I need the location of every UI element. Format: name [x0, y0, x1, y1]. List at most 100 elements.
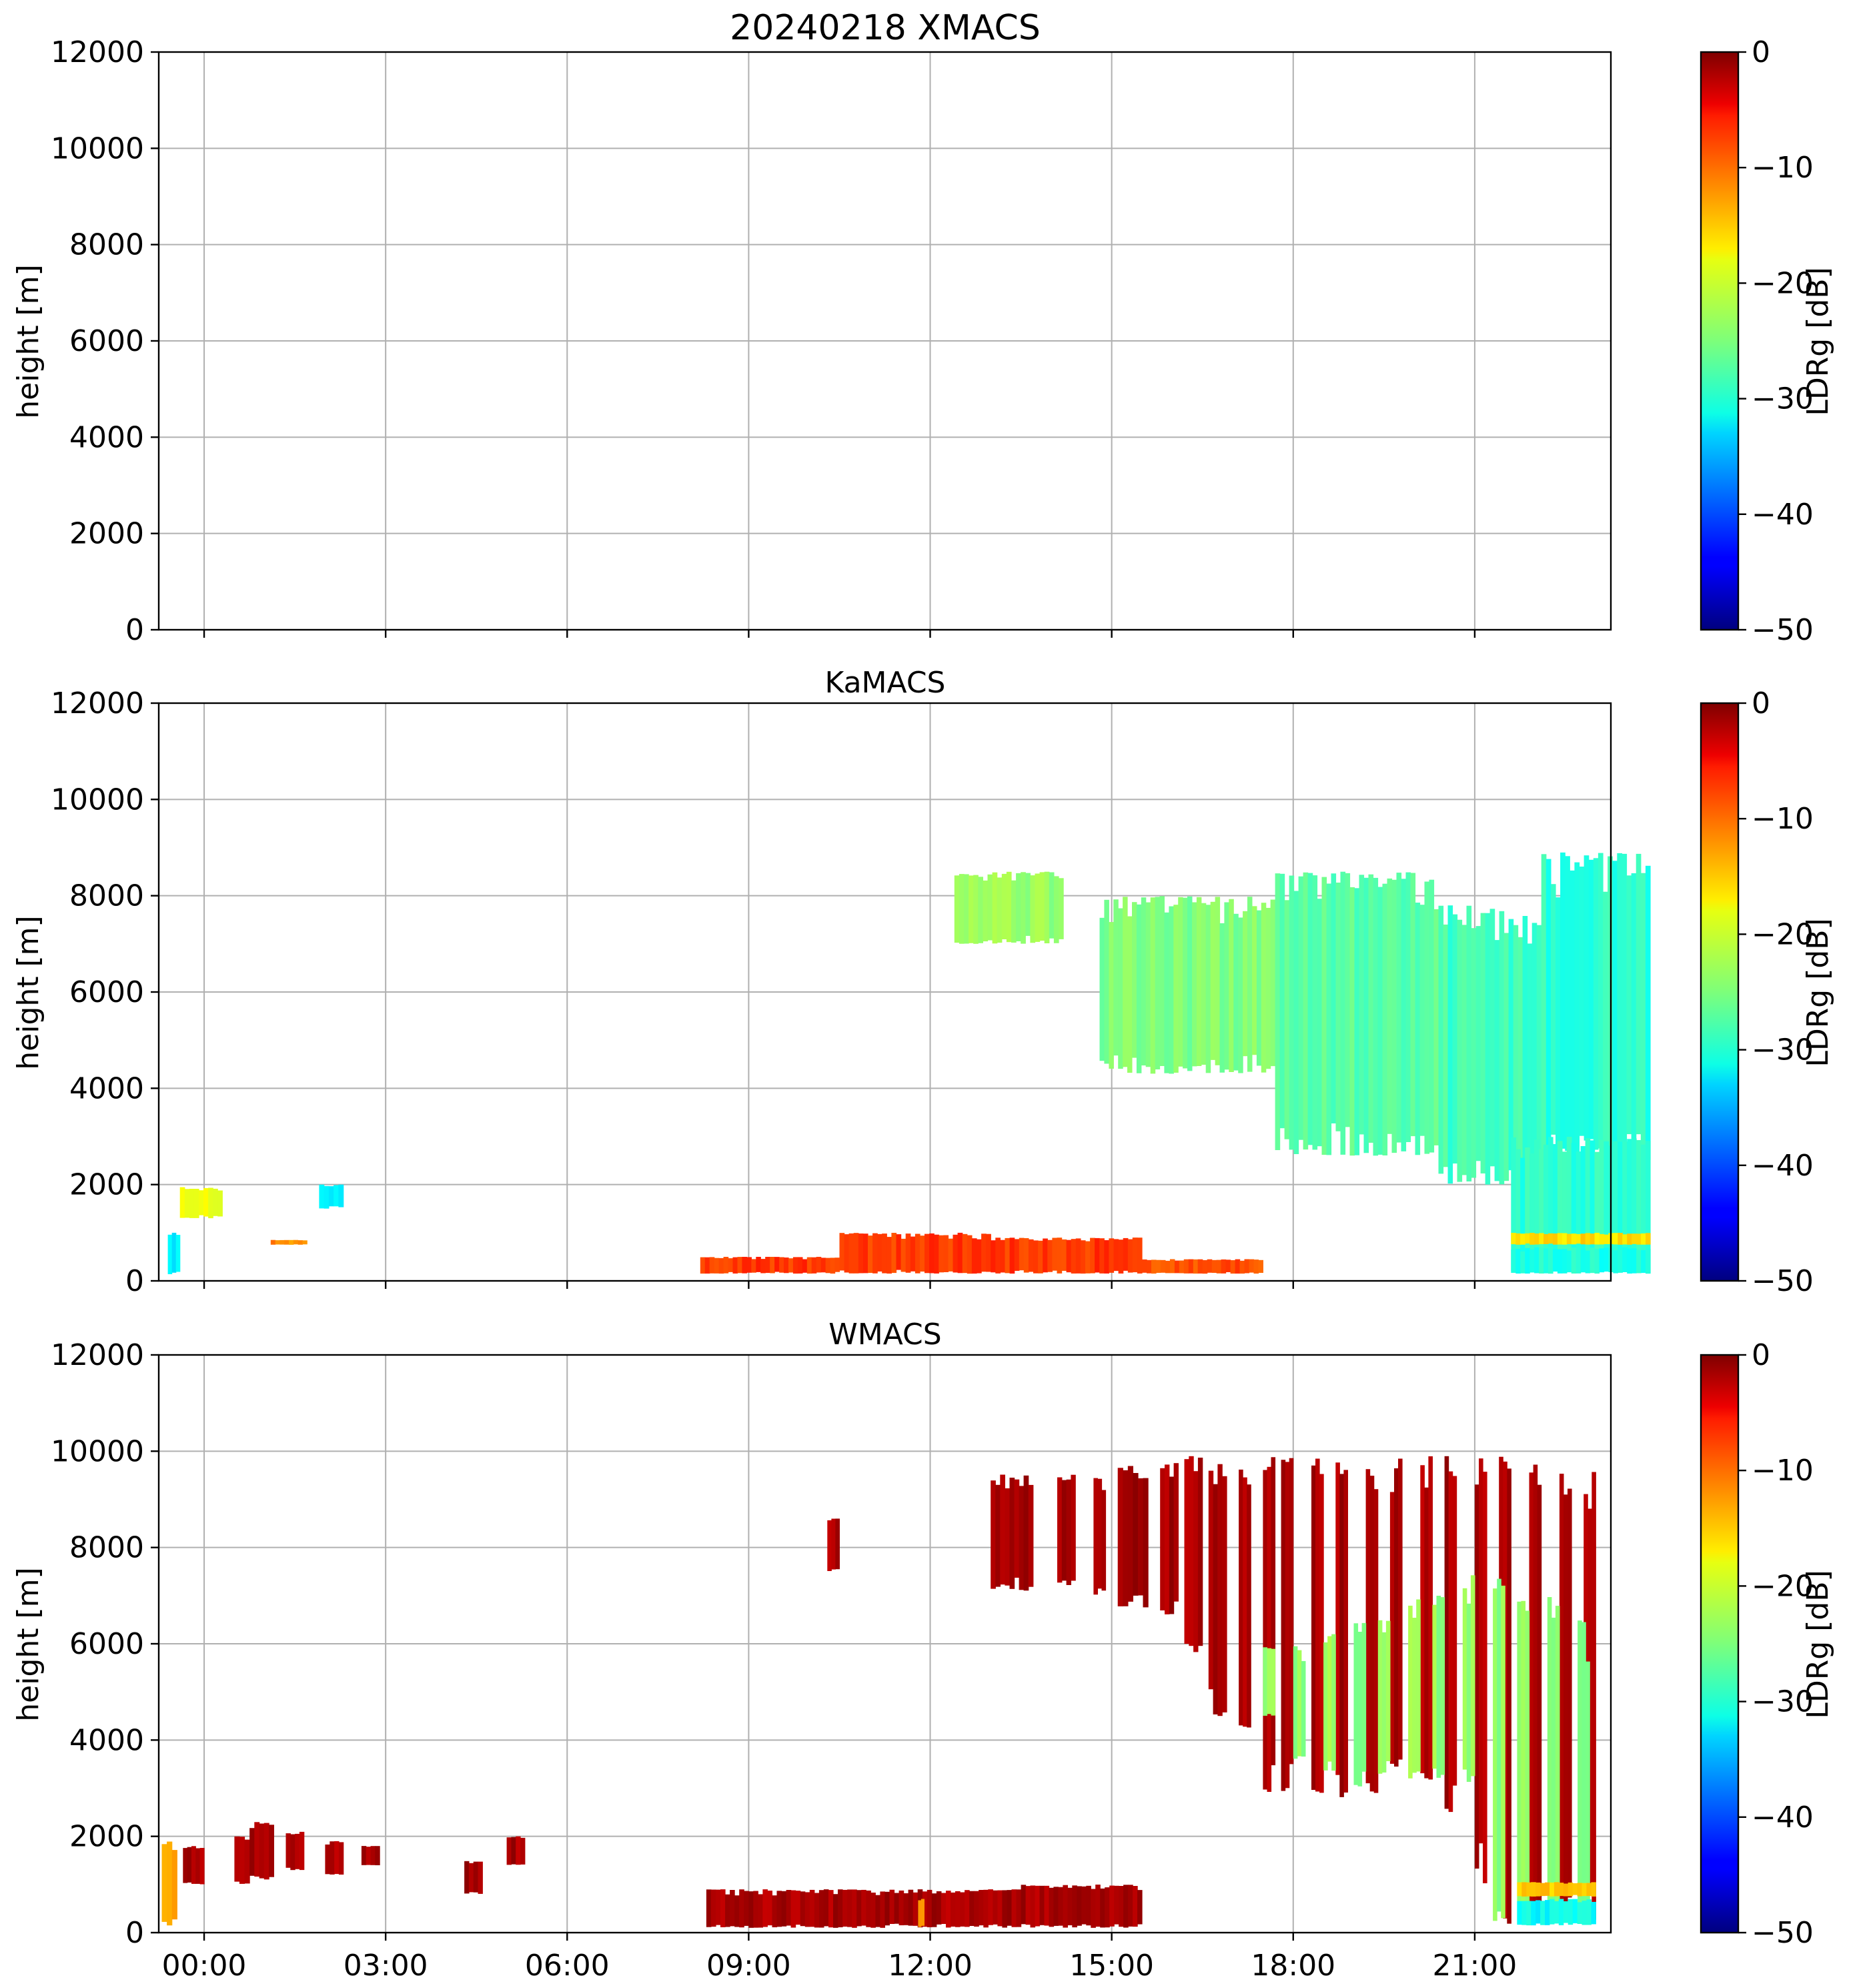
- data-cell: [1452, 1476, 1457, 1786]
- data-region: [1408, 1599, 1421, 1779]
- data-cell: [1525, 1248, 1530, 1274]
- data-cell: [171, 1850, 177, 1920]
- data-region: [1323, 1634, 1336, 1771]
- data-region: [1517, 1882, 1596, 1897]
- y-ticks: 0 2000 4000 6000 8000 10000 12000: [51, 686, 159, 1298]
- data-cell: [1582, 1901, 1587, 1925]
- data-cell: [753, 1891, 758, 1928]
- data-cell: [1622, 1247, 1628, 1272]
- data-cell: [1219, 923, 1225, 1073]
- data-cell: [978, 877, 983, 943]
- data-cell: [1193, 1259, 1199, 1274]
- data-cell: [1080, 1240, 1086, 1274]
- data-cell: [797, 1257, 803, 1274]
- colorbar-tick-label: −30: [1752, 1033, 1814, 1067]
- data-region: [183, 1846, 205, 1885]
- data-cell: [967, 1235, 973, 1274]
- data-cell: [1594, 1151, 1600, 1267]
- data-cell: [926, 1889, 933, 1927]
- data-cell: [478, 1861, 483, 1894]
- data-cell: [1641, 1233, 1646, 1245]
- data-cell: [1025, 873, 1031, 936]
- data-cell: [1590, 1233, 1596, 1245]
- data-cell: [834, 1258, 840, 1272]
- data-cell: [302, 1240, 307, 1245]
- data-cell: [1646, 1233, 1651, 1245]
- data-cell: [1566, 1250, 1572, 1273]
- data-cell: [1537, 1484, 1542, 1923]
- data-cell: [1539, 1149, 1544, 1266]
- data-cell: [1562, 1151, 1568, 1274]
- data-cell: [969, 875, 974, 943]
- data-cell: [1415, 903, 1421, 1155]
- data-cell: [1265, 907, 1271, 1069]
- data-cell: [847, 1889, 852, 1927]
- data-cell: [1408, 1605, 1413, 1779]
- data-cell: [1461, 925, 1467, 1175]
- y-tick-label: 6000: [69, 1627, 144, 1661]
- data-cell: [1529, 1153, 1535, 1270]
- data-cell: [1548, 1137, 1554, 1263]
- colorbar-tick-label: −10: [1752, 802, 1814, 836]
- data-cell: [1193, 1471, 1199, 1652]
- data-cell: [1618, 1250, 1623, 1273]
- data-cell: [820, 1258, 826, 1273]
- data-cell: [833, 1894, 838, 1928]
- data-cell: [1568, 1488, 1572, 1898]
- data-region: [1529, 1464, 1542, 1925]
- data-cell: [1515, 1249, 1521, 1274]
- data-cell: [171, 1232, 177, 1273]
- data-cell: [1526, 1901, 1531, 1926]
- data-cell: [1424, 1487, 1429, 1779]
- data-cell: [1563, 1883, 1569, 1897]
- data-cell: [962, 1233, 968, 1274]
- data-cell: [1385, 1620, 1391, 1761]
- data-region: [1263, 1457, 1276, 1792]
- data-cell: [275, 1240, 280, 1245]
- data-cell: [1097, 1478, 1103, 1589]
- data-cell: [1593, 858, 1599, 1150]
- data-cell: [1543, 1248, 1549, 1274]
- data-cell: [1109, 1238, 1115, 1273]
- data-region: [1311, 1458, 1324, 1793]
- data-cell: [706, 1889, 712, 1927]
- data-cell: [1132, 902, 1137, 1058]
- data-cell: [882, 1233, 887, 1274]
- data-cell: [1239, 1469, 1243, 1726]
- data-cell: [1105, 1887, 1110, 1928]
- plot-area: 0 2000 4000 6000 8000 10000 12000: [51, 686, 1651, 1298]
- data-cell: [1033, 1240, 1039, 1274]
- data-cell: [1552, 1249, 1558, 1272]
- data-cell: [1545, 859, 1552, 1154]
- data-cell: [704, 1257, 710, 1274]
- data-cell: [1239, 1260, 1245, 1274]
- data-cell: [1063, 1885, 1068, 1928]
- data-cell: [788, 1258, 794, 1273]
- data-cell: [1420, 1465, 1425, 1774]
- data-cell: [943, 1235, 949, 1272]
- data-cell: [1617, 853, 1622, 1156]
- y-tick-label: 6000: [69, 324, 144, 358]
- data-region: [1057, 1474, 1076, 1585]
- x-ticks: [203, 630, 1476, 638]
- data-cell: [1520, 1251, 1525, 1274]
- data-cell: [1632, 1248, 1637, 1274]
- data-cell: [889, 1889, 895, 1924]
- data-cell: [1039, 872, 1045, 941]
- x-tick-label: 00:00: [162, 1949, 247, 1983]
- data-cell: [289, 1239, 294, 1245]
- data-cell: [936, 1891, 942, 1925]
- data-cell: [856, 1890, 862, 1927]
- data-cell: [814, 1893, 820, 1928]
- y-tick-label: 4000: [69, 1723, 144, 1757]
- data-cell: [1221, 1259, 1227, 1274]
- data-cell: [742, 1257, 747, 1274]
- data-cell: [1345, 873, 1351, 1127]
- data-region: [1239, 1469, 1251, 1728]
- data-cell: [709, 1257, 715, 1274]
- data-cell: [1646, 1141, 1651, 1273]
- data-cell: [1604, 1248, 1609, 1272]
- data-cell: [324, 1185, 330, 1209]
- data-cell: [1093, 1478, 1098, 1595]
- data-cell: [872, 1233, 878, 1274]
